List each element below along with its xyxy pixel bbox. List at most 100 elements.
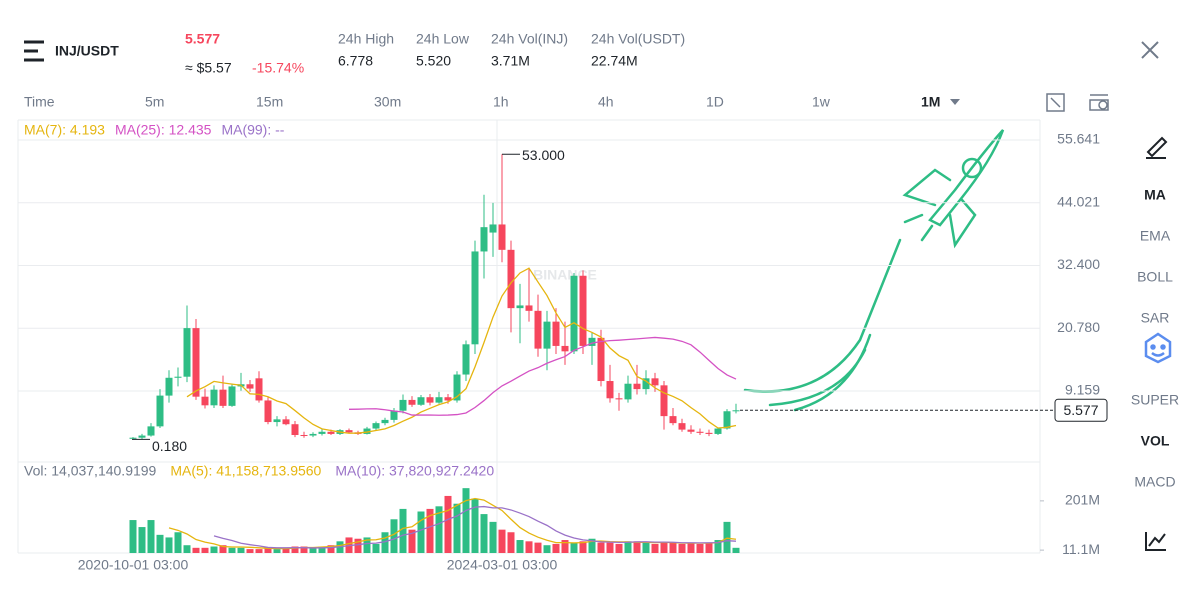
timeframe[interactable]: 5m	[145, 94, 164, 110]
candle-body	[291, 424, 299, 436]
candle-body	[327, 431, 335, 434]
indicator[interactable]: MACD	[1134, 474, 1175, 490]
candle-body	[615, 398, 623, 400]
last-price-box	[1054, 398, 1108, 422]
candle-body	[390, 410, 398, 420]
candle-body	[525, 305, 533, 311]
ma-legend: MA(7): 4.193	[24, 122, 105, 138]
candle-body	[300, 435, 308, 437]
close-icon[interactable]	[1141, 41, 1159, 59]
candle-body	[372, 423, 380, 429]
volume-bar	[255, 549, 263, 553]
volume-bar	[588, 538, 596, 553]
candle-body	[129, 437, 137, 439]
vol-tick-label: 11.1M	[1062, 541, 1100, 557]
candle-body	[507, 249, 515, 309]
volume-bar	[633, 541, 641, 553]
volume-bar	[309, 547, 317, 553]
pair[interactable]: INJ/USDT	[55, 43, 119, 59]
candle-body	[489, 224, 497, 233]
volume-bar	[264, 547, 272, 553]
stat-value: 22.74M	[591, 53, 638, 69]
chart-icon[interactable]	[1145, 532, 1166, 551]
timeframe[interactable]: 1M	[921, 94, 940, 110]
volume-bar	[372, 543, 380, 553]
candle-body	[543, 321, 551, 349]
candle-body	[435, 397, 443, 403]
indicator[interactable]: EMA	[1140, 228, 1171, 244]
vol-legend: Vol: 14,037,140.9199	[24, 463, 157, 479]
candle-body	[687, 429, 695, 432]
y-tick-label: 55.641	[1057, 131, 1100, 147]
candle-body	[705, 432, 713, 434]
candle-body	[417, 397, 425, 405]
face-icon[interactable]	[1144, 332, 1172, 364]
candle-body	[732, 410, 740, 412]
candle-body	[597, 337, 605, 382]
volume-bar	[597, 542, 605, 553]
volume-bar	[660, 542, 668, 553]
volume-bar	[534, 542, 542, 553]
volume-bar	[579, 541, 587, 553]
settings-icon[interactable]	[1089, 94, 1109, 111]
candle-body	[399, 399, 407, 411]
indicator[interactable]: SAR	[1141, 310, 1170, 326]
timeframe[interactable]: 4h	[598, 94, 614, 110]
timeframe[interactable]: 1D	[706, 94, 724, 110]
timeframe[interactable]: 1h	[493, 94, 509, 110]
draw-icon[interactable]	[1146, 136, 1168, 159]
candle-body	[273, 419, 281, 423]
low-label: 0.180	[152, 438, 187, 454]
candle-body	[147, 426, 155, 436]
x-tick-label: 2024-03-01 03:00	[447, 557, 558, 573]
volume-bar	[291, 546, 299, 553]
candle-body	[480, 227, 488, 252]
volume-bar	[678, 543, 686, 553]
timeframe[interactable]: 15m	[256, 94, 283, 110]
volume-bar	[705, 542, 713, 553]
ma25-line	[348, 336, 737, 416]
volume-bar	[156, 534, 164, 553]
candle-body	[453, 374, 461, 401]
candle-body	[138, 435, 146, 438]
candle-body	[192, 328, 200, 397]
change: -15.74%	[252, 60, 304, 76]
watermark: BINANCE	[533, 267, 597, 283]
timeframe[interactable]: Time	[24, 94, 55, 110]
volume-bar	[363, 537, 371, 553]
candle-body	[624, 383, 632, 400]
y-tick-label: 44.021	[1057, 193, 1100, 209]
stat-value: 6.778	[338, 53, 373, 69]
volume-bar	[273, 549, 281, 553]
indicator[interactable]: SUPER	[1131, 392, 1179, 408]
volume-bar	[552, 543, 560, 553]
candle-body	[678, 423, 686, 430]
candle-body	[228, 386, 236, 406]
volume-bar	[489, 521, 497, 553]
volume-bar	[732, 547, 740, 553]
candle-body	[579, 275, 587, 346]
y-tick-label: 20.780	[1057, 319, 1100, 335]
timeframe[interactable]: 1w	[812, 94, 831, 110]
volume-bar	[498, 529, 506, 553]
candle-body	[282, 419, 290, 425]
volume-bar	[570, 542, 578, 553]
timeframe[interactable]: 30m	[374, 94, 401, 110]
indicator[interactable]: VOL	[1141, 433, 1170, 449]
volume-bar	[246, 549, 254, 553]
fullscreen-icon[interactable]	[1046, 93, 1065, 112]
volume-bar	[426, 508, 434, 553]
volume-bar	[462, 488, 470, 553]
candle-body	[174, 376, 182, 378]
stat-value: 3.71M	[491, 53, 530, 69]
indicator[interactable]: BOLL	[1137, 269, 1173, 285]
volume-bar	[471, 498, 479, 553]
dropdown-arrow	[950, 99, 960, 105]
volume-bar	[174, 532, 182, 553]
candle-body	[309, 433, 317, 436]
volume-bar	[642, 542, 650, 553]
menu-icon[interactable]	[24, 40, 44, 62]
volume-bar	[606, 542, 614, 553]
indicator[interactable]: MA	[1144, 187, 1166, 203]
last-price-tag: 5.577	[1063, 402, 1098, 418]
